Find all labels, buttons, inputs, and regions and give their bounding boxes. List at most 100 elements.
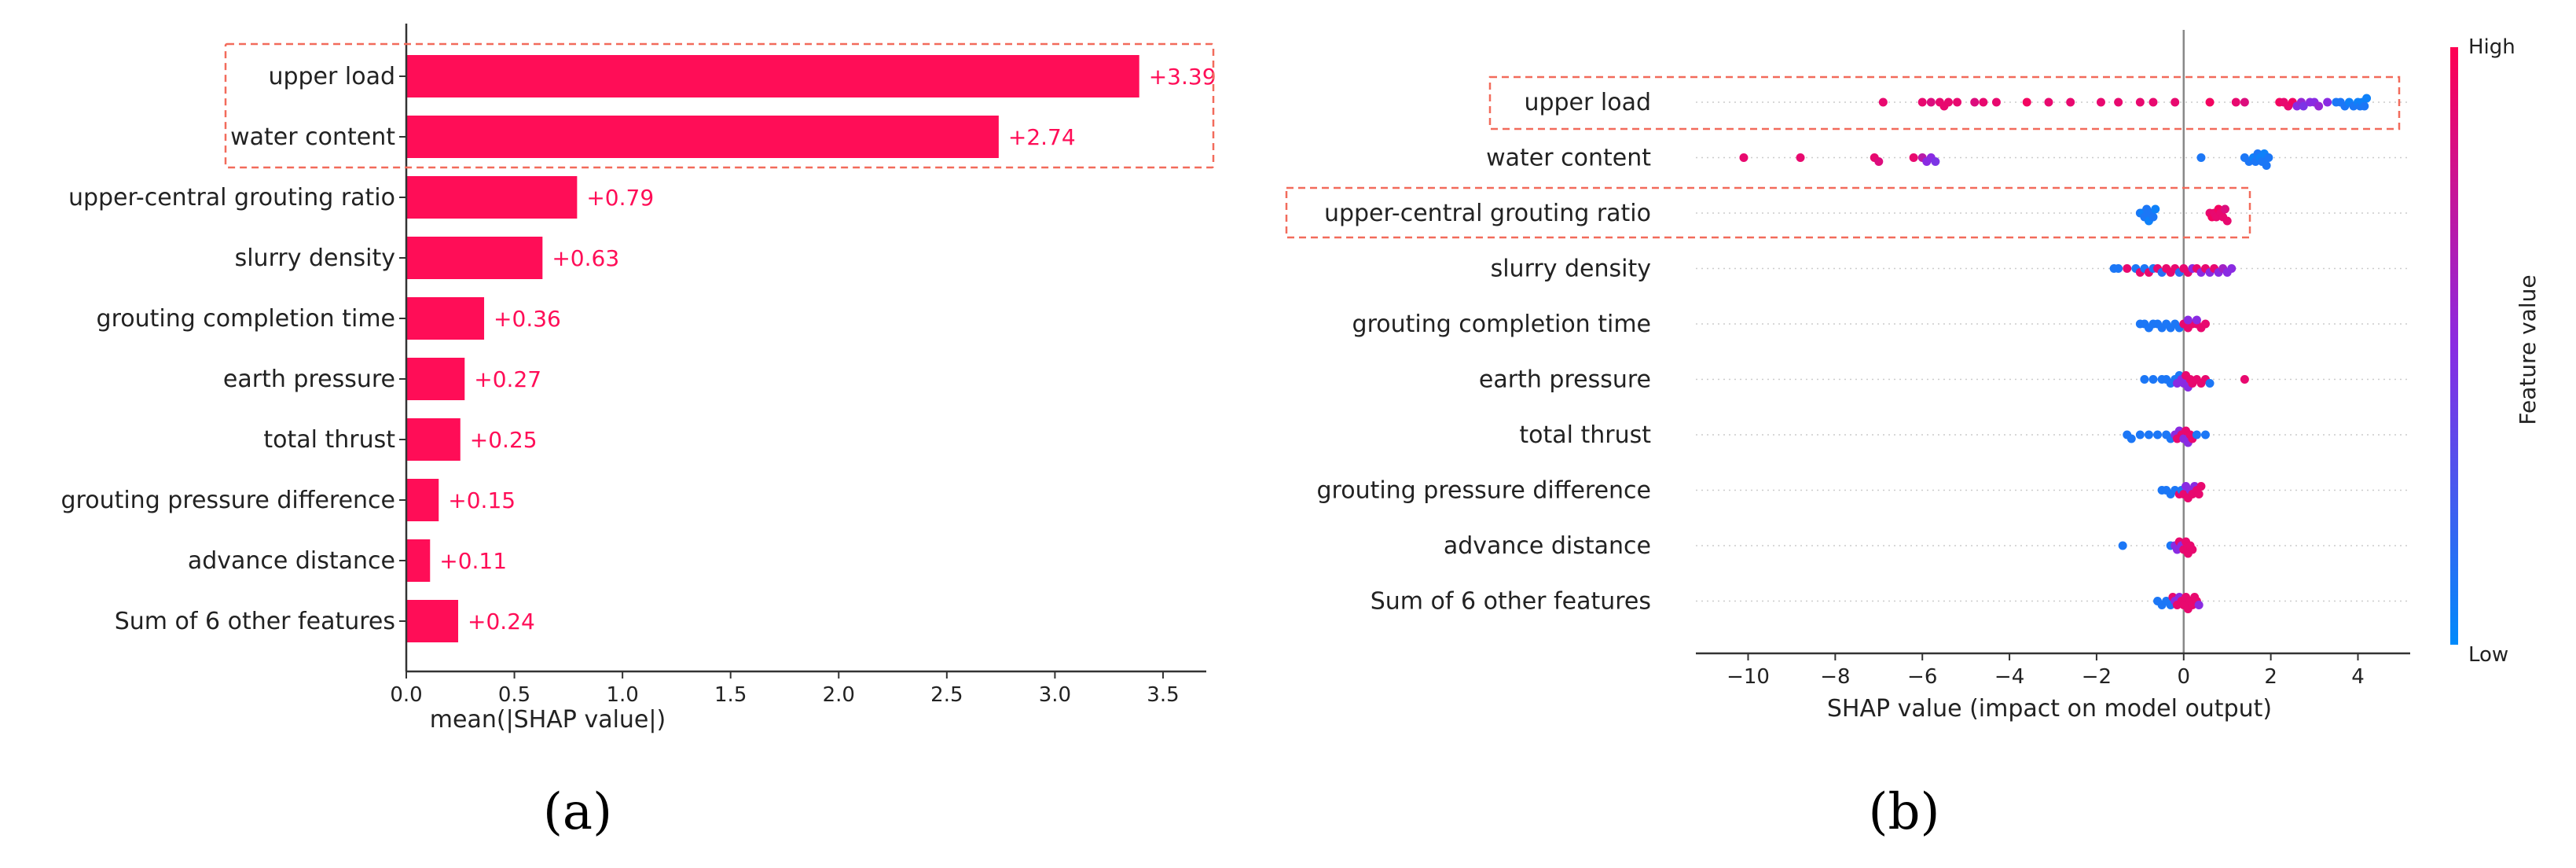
beeswarm-point-1-4 [1909,153,1918,162]
bar-category-label-7: grouting pressure difference [61,487,396,514]
bar-9 [406,600,459,642]
beeswarm-point-0-30 [2314,101,2324,111]
bar-6 [406,418,461,461]
bar-x-tick-label-6: 3.0 [1039,683,1071,707]
beeswarm-x-tick-label-1: −8 [1820,665,1850,689]
beeswarm-point-0-17 [2171,97,2180,107]
beeswarm-point-0-7 [1970,97,1980,107]
beeswarm-point-9-16 [2194,601,2204,609]
beeswarm-category-label-2: upper-central grouting ratio [1324,200,1651,227]
beeswarm-point-2-7 [2151,204,2160,214]
beeswarm-point-3-1 [2114,264,2123,273]
colorbar-title: Feature value [2515,274,2541,425]
beeswarm-point-0-20 [2240,97,2249,107]
beeswarm-point-0-16 [2149,97,2158,107]
bar-value-label-9: +0.24 [468,609,535,634]
beeswarm-highlight-box-0 [1488,75,2401,131]
beeswarm-category-label-9: Sum of 6 other features [1371,588,1651,616]
bar-x-tick-label-4: 2.0 [823,683,855,707]
beeswarm-point-8-0 [2118,541,2127,550]
beeswarm-category-label-4: grouting completion time [1352,311,1651,338]
bar-2 [406,176,578,219]
beeswarm-point-2-15 [2220,204,2229,214]
beeswarm-category-label-8: advance distance [1444,532,1651,560]
beeswarm-x-tick-label-2: −6 [1907,665,1937,689]
bar-x-tick-label-1: 0.5 [498,683,530,707]
bar-category-label-9: Sum of 6 other features [115,608,395,635]
beeswarm-point-6-2 [2135,430,2145,440]
bar-value-label-8: +0.11 [439,548,507,574]
beeswarm-point-1-3 [1874,157,1884,166]
beeswarm-point-0-27 [2299,101,2308,111]
beeswarm-point-1-9 [2196,153,2206,162]
beeswarm-x-tick-label-3: −4 [1994,665,2024,689]
beeswarm-point-0-8 [1979,97,1988,107]
beeswarm-point-0-0 [1878,97,1888,107]
beeswarm-point-6-1 [2126,434,2136,443]
bar-x-tick-label-3: 1.5 [714,683,747,707]
bar-category-label-0: upper load [268,63,395,90]
beeswarm-point-0-31 [2323,97,2332,107]
beeswarm-point-0-6 [1953,97,1962,107]
beeswarm-x-tick-label-6: 2 [2264,665,2277,689]
bar-value-label-4: +0.36 [494,306,561,332]
colorbar-low-label: Low [2468,643,2508,667]
beeswarm-category-label-1: water content [1486,145,1651,172]
beeswarm-point-5-17 [2205,379,2215,388]
bar-0 [406,55,1139,97]
beeswarm-x-tick-label-5: 0 [2178,665,2191,689]
beeswarm-point-3-2 [2123,264,2132,273]
beeswarm-point-1-18 [2262,161,2271,170]
beeswarm-chart-panel: upper load water content upper-central gro… [1285,30,2541,723]
beeswarm-x-tick-label-7: 4 [2351,665,2365,689]
beeswarm-point-0-1 [1917,97,1927,107]
bar-1 [406,116,999,158]
bar-category-label-6: total thrust [263,426,395,454]
beeswarm-point-0-2 [1926,97,1936,107]
beeswarm-point-2-16 [2222,216,2232,226]
bar-7 [406,479,439,521]
beeswarm-point-7-14 [2196,482,2206,491]
beeswarm-x-tick-label-0: −10 [1727,665,1770,689]
beeswarm-point-1-0 [1739,153,1749,162]
beeswarm-point-0-15 [2135,97,2145,107]
beeswarm-point-0-12 [2066,97,2075,107]
bar-value-label-2: +0.79 [586,185,654,211]
beeswarm-point-0-9 [1991,97,2001,107]
beeswarm-category-label-3: slurry density [1491,256,1651,283]
beeswarm-point-0-19 [2231,97,2240,107]
bar-x-tick-label-2: 1.0 [606,683,638,707]
beeswarm-point-0-5 [1943,97,1953,107]
colorbar-high-label: High [2468,35,2515,59]
beeswarm-category-label-0: upper load [1524,89,1651,116]
panel-label-b: (b) [1869,783,1940,841]
beeswarm-point-2-6 [2149,212,2158,222]
bar-4 [406,297,485,340]
beeswarm-point-6-16 [2192,430,2201,440]
bar-8 [406,539,431,582]
beeswarm-point-5-1 [2149,375,2158,384]
beeswarm-point-0-14 [2114,97,2123,107]
beeswarm-point-6-4 [2153,430,2163,440]
bar-category-label-5: earth pressure [223,366,395,393]
bar-chart-x-axis-label: mean(|SHAP value|) [430,706,666,734]
beeswarm-point-0-11 [2044,97,2053,107]
beeswarm-point-0-41 [2362,94,2372,103]
feature-value-colorbar: High Low Feature value [2450,35,2541,667]
bar-value-label-3: +0.63 [552,245,619,271]
beeswarm-category-label-5: earth pressure [1479,366,1651,394]
beeswarm-point-0-13 [2096,97,2105,107]
beeswarm-point-3-25 [2227,264,2237,273]
bar-x-tick-label-0: 0.0 [390,683,422,707]
bar-x-tick-label-5: 2.5 [930,683,963,707]
beeswarm-category-label-7: grouting pressure difference [1317,477,1652,505]
bar-category-label-3: slurry density [235,245,395,272]
beeswarm-category-label-6: total thrust [1519,421,1651,449]
bar-value-label-6: +0.25 [470,427,538,453]
beeswarm-point-1-1 [1796,153,1805,162]
beeswarm-point-0-10 [2022,97,2031,107]
bar-x-tick-label-7: 3.5 [1147,683,1179,707]
beeswarm-point-0-18 [2205,97,2215,107]
bar-category-label-1: water content [230,123,395,151]
